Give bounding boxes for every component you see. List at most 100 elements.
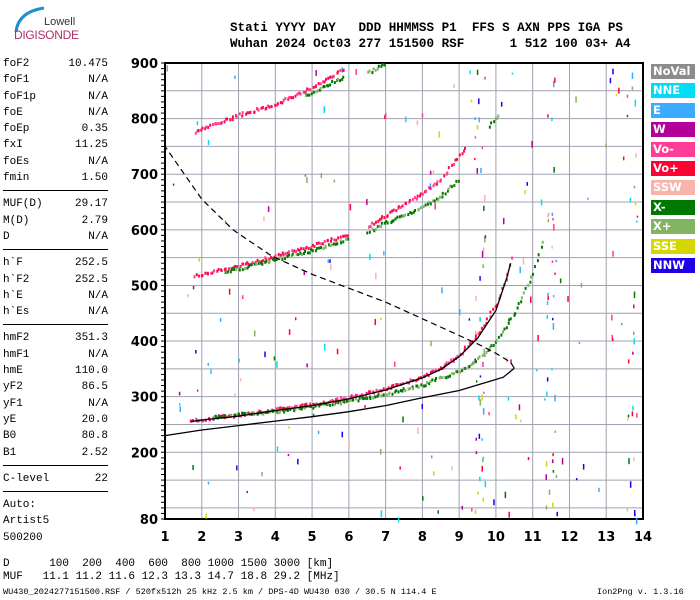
x-trace-point (412, 387, 415, 391)
o-trace-point (434, 368, 437, 372)
o-trace-point (298, 91, 301, 95)
noise-point (297, 458, 299, 465)
noise-point (207, 140, 210, 146)
x-trace-point (494, 117, 497, 121)
o-trace-point (197, 129, 200, 133)
x-trace-point (412, 210, 415, 214)
x-trace-point (371, 71, 374, 75)
y-tick-label: 800 (131, 113, 158, 128)
x-trace-point (533, 265, 536, 269)
param-row: fxI 11.25 (3, 137, 108, 153)
noise-point (547, 296, 549, 301)
param-value: 351.3 (74, 332, 108, 345)
o-trace-point (377, 219, 380, 223)
noise-point (422, 496, 424, 501)
x-trace-point (374, 228, 377, 232)
o-trace-point (368, 225, 371, 229)
noise-point (329, 259, 331, 263)
x-trace-point (520, 296, 523, 300)
noise-point (478, 395, 480, 401)
x-trace-point (281, 258, 284, 262)
x-trace-point (447, 375, 450, 379)
param-row: foE N/A (3, 105, 108, 121)
x-trace-point (461, 369, 464, 373)
o-trace-point (436, 182, 439, 186)
x-trace-point (373, 229, 376, 233)
x-trace-point (527, 283, 530, 287)
o-trace-point (408, 198, 411, 202)
param-name: yE (3, 413, 17, 426)
noise-point (524, 190, 526, 195)
x-trace-point (448, 374, 451, 378)
noise-point (380, 317, 382, 321)
x-trace-point (297, 406, 300, 410)
noise-point (636, 215, 639, 218)
o-trace-point (368, 390, 371, 394)
o-trace-point (317, 241, 320, 245)
noise-point (615, 94, 618, 97)
param-name: yF2 (3, 381, 23, 394)
x-trace-point (435, 376, 438, 380)
x-trace-point (225, 270, 228, 274)
x-trace-point (272, 257, 275, 261)
x-trace-point (394, 217, 397, 221)
x-trace-point (483, 353, 486, 357)
o-trace-point (192, 419, 195, 423)
o-trace-point (506, 278, 509, 282)
x-trace-point (388, 391, 391, 395)
noise-point (575, 96, 577, 103)
noise-point (379, 449, 382, 455)
noise-point (207, 481, 210, 485)
o-trace-point (386, 214, 389, 218)
x-trace-point (530, 275, 533, 279)
noise-point (611, 338, 614, 342)
noise-point (288, 329, 291, 335)
noise-point (510, 359, 512, 365)
x-trace-point (516, 306, 519, 310)
o-trace-point (207, 272, 210, 276)
o-trace-point (313, 402, 316, 406)
o-trace-point (444, 363, 447, 367)
o-trace-point (450, 358, 453, 362)
x-tick-label: 14 (634, 530, 652, 545)
noise-point (500, 101, 503, 107)
o-trace-point (421, 192, 424, 196)
noise-point (522, 257, 525, 265)
param-name: h`F2 (3, 273, 30, 286)
noise-point (451, 466, 453, 471)
o-trace-point (383, 216, 386, 220)
param-name: D (3, 230, 10, 243)
noise-point (330, 264, 332, 271)
o-trace-point (346, 234, 349, 238)
o-trace-point (408, 200, 411, 204)
o-trace-point (329, 399, 332, 403)
x-trace-point (219, 415, 222, 419)
x-trace-point (319, 86, 322, 90)
x-trace-point (268, 260, 271, 264)
o-trace-point (229, 118, 232, 122)
o-trace-point (251, 261, 254, 265)
x-tick-label: 1 (160, 530, 169, 545)
x-trace-point (541, 240, 544, 244)
o-trace-point (238, 112, 241, 116)
x-trace-point (308, 251, 311, 255)
noise-point (264, 351, 266, 358)
o-trace-point (405, 202, 408, 206)
x-trace-point (332, 242, 335, 246)
x-trace-point (329, 244, 332, 248)
param-value: 86.5 (81, 381, 108, 394)
noise-point (551, 212, 554, 217)
noise-point (578, 341, 581, 345)
noise-point (548, 212, 550, 216)
x-trace-point (286, 408, 289, 412)
noise-point (618, 87, 620, 94)
x-trace-point (350, 398, 353, 402)
o-trace-point (309, 402, 312, 406)
o-trace-point (279, 101, 282, 105)
noise-point (474, 509, 477, 515)
param-value: N/A (88, 74, 108, 87)
x-trace-point (426, 202, 429, 206)
o-trace-point (274, 254, 277, 258)
y-tick-label: 80 (140, 513, 158, 528)
o-trace-point (189, 419, 192, 423)
